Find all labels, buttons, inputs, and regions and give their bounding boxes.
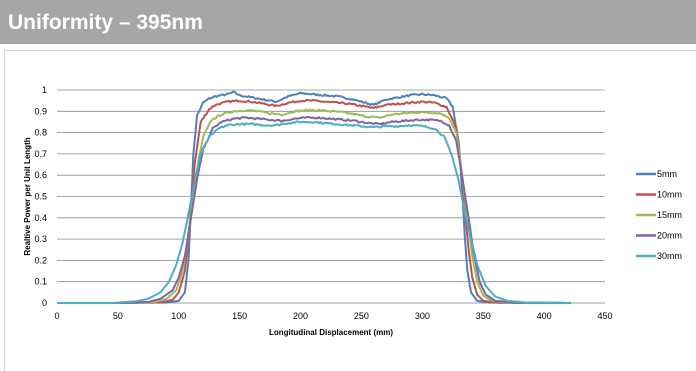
series-line-10mm <box>57 98 571 304</box>
x-tick-label: 350 <box>476 311 491 321</box>
legend-label: 30mm <box>657 251 682 261</box>
series-lines <box>57 90 571 304</box>
legend-label: 15mm <box>657 210 682 220</box>
y-tick-label: 0.2 <box>34 255 47 265</box>
legend-label: 10mm <box>657 190 682 200</box>
x-tick-label: 0 <box>54 311 59 321</box>
y-tick-label: 0.3 <box>34 234 47 244</box>
y-tick-label: 0 <box>42 298 47 308</box>
x-tick-label: 250 <box>354 311 369 321</box>
y-tick-label: 1 <box>42 85 47 95</box>
x-tick-label: 150 <box>232 311 247 321</box>
y-axis-title: Realtive Power per Unit Length <box>23 137 32 255</box>
series-line-15mm <box>57 108 571 304</box>
x-tick-labels: 0 50 100 150 200 250 300 350 400 450 <box>54 311 612 321</box>
x-tick-label: 50 <box>113 311 123 321</box>
x-tick-label: 450 <box>597 311 612 321</box>
series-line-20mm <box>57 115 571 304</box>
legend: 5mm 10mm 15mm 20mm 30mm <box>636 169 682 261</box>
y-tick-labels: 0 0.1 0.2 0.3 0.4 0.5 0.6 0.7 0.8 0.9 1 <box>34 85 47 308</box>
x-tick-label: 300 <box>415 311 430 321</box>
y-tick-label: 0.8 <box>34 128 47 138</box>
legend-label: 5mm <box>657 169 677 179</box>
y-tick-label: 0.1 <box>34 277 47 287</box>
y-tick-label: 0.7 <box>34 149 47 159</box>
y-tick-label: 0.4 <box>34 213 47 223</box>
page-title: Uniformity – 395nm <box>8 11 203 34</box>
series-line-30mm <box>57 120 571 304</box>
chart-frame <box>4 50 696 371</box>
x-tick-label: 200 <box>293 311 308 321</box>
y-tick-label: 0.5 <box>34 192 47 202</box>
x-tick-label: 100 <box>171 311 186 321</box>
header-bar: Uniformity – 395nm <box>0 0 696 44</box>
y-tick-label: 0.6 <box>34 170 47 180</box>
y-tick-label: 0.9 <box>34 106 47 116</box>
x-axis-title: Longitudinal Displacement (mm) <box>269 328 393 337</box>
x-tick-label: 400 <box>537 311 552 321</box>
legend-label: 20mm <box>657 231 682 241</box>
